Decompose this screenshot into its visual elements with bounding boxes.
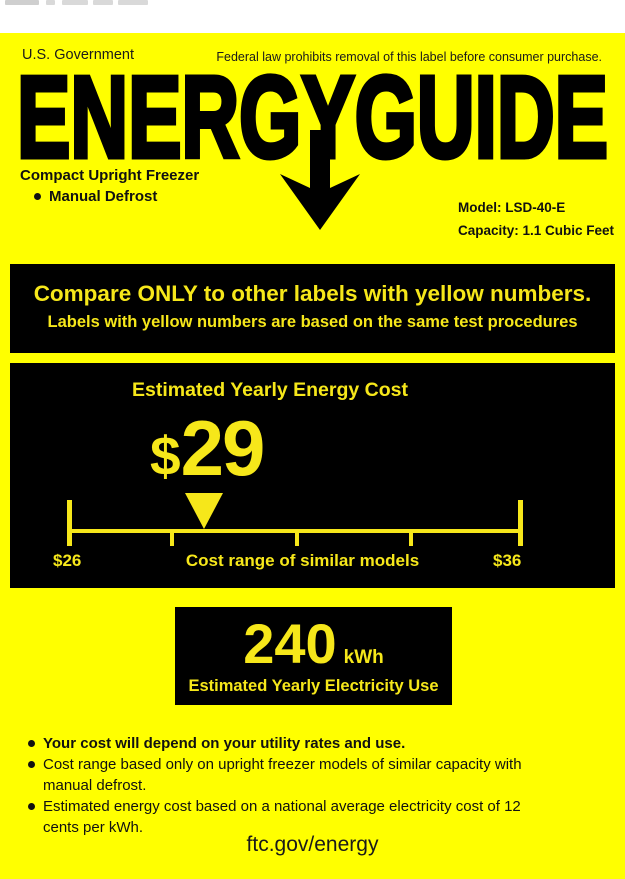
cost-range-scale: [67, 363, 523, 588]
cost-box-title: Estimated Yearly Energy Cost: [131, 379, 408, 401]
scale-tick-max: [518, 500, 523, 546]
cropped-text-fragment: [93, 0, 113, 5]
energyguide-logo: ENERGYGUIDE: [15, 71, 612, 165]
capacity: Capacity: 1.1 Cubic Feet: [458, 223, 615, 238]
energyguide-label: U.S. Government Federal law prohibits re…: [0, 33, 625, 879]
scale-tick-mid: [409, 529, 413, 546]
footnotes: Your cost will depend on your utility ra…: [28, 733, 528, 838]
footnote-item: Your cost will depend on your utility ra…: [28, 733, 528, 754]
agency-text: U.S. Government: [22, 47, 135, 63]
product-feature: Manual Defrost: [34, 188, 157, 205]
scale-max-label: $36: [493, 551, 522, 570]
electricity-use-caption: Estimated Yearly Electricity Use: [188, 677, 439, 695]
legal-notice: Federal law prohibits removal of this la…: [216, 50, 602, 64]
cropped-page-sliver: [0, 0, 625, 33]
cropped-text-fragment: [118, 0, 148, 5]
kwh-unit: kWh: [343, 647, 384, 668]
compare-line1: Compare ONLY to other labels with yellow…: [33, 281, 592, 306]
product-feature-text: Manual Defrost: [49, 188, 158, 205]
scale-tick-min: [67, 500, 72, 546]
ftc-url: ftc.gov/energy: [246, 833, 379, 856]
cost-amount: 29: [180, 404, 266, 492]
cropped-text-fragment: [46, 0, 55, 5]
bullet-icon: [28, 803, 35, 810]
bullet-icon: [28, 761, 35, 768]
bullet-icon: [34, 193, 41, 200]
model-number: Model: LSD-40-E: [458, 200, 566, 215]
compare-banner: Compare ONLY to other labels with yellow…: [10, 264, 615, 353]
electricity-use-value-row: 240 kWh: [175, 611, 452, 676]
scale-range-label: Cost range of similar models: [185, 551, 420, 570]
bullet-icon: [28, 740, 35, 747]
footnote-text: Cost range based only on upright freezer…: [43, 756, 522, 794]
down-arrow-icon: [280, 130, 360, 230]
cost-currency: $: [150, 425, 181, 487]
product-type: Compact Upright Freezer: [20, 167, 200, 184]
footnote-text: Your cost will depend on your utility ra…: [43, 735, 406, 752]
scale-tick-mid: [295, 529, 299, 546]
yearly-cost-box: Estimated Yearly Energy Cost $29 $26 Cos…: [10, 363, 615, 588]
scale-min-label: $26: [53, 551, 82, 570]
footnote-text: Estimated energy cost based on a nationa…: [43, 798, 521, 836]
cost-marker: [184, 493, 223, 529]
footnote-item: Estimated energy cost based on a nationa…: [28, 796, 528, 838]
cropped-text-fragment: [62, 0, 88, 5]
scale-tick-mid: [169, 529, 174, 546]
kwh-value: 240: [243, 612, 337, 675]
footnote-item: Cost range based only on upright freezer…: [28, 754, 528, 796]
electricity-use-box: 240 kWh Estimated Yearly Electricity Use: [175, 607, 452, 705]
compare-line2: Labels with yellow numbers are based on …: [47, 313, 578, 331]
energyguide-logo-text: ENERGYGUIDE: [17, 71, 608, 165]
estimated-yearly-cost: $29: [150, 403, 266, 494]
cropped-text-fragment: [5, 0, 39, 5]
